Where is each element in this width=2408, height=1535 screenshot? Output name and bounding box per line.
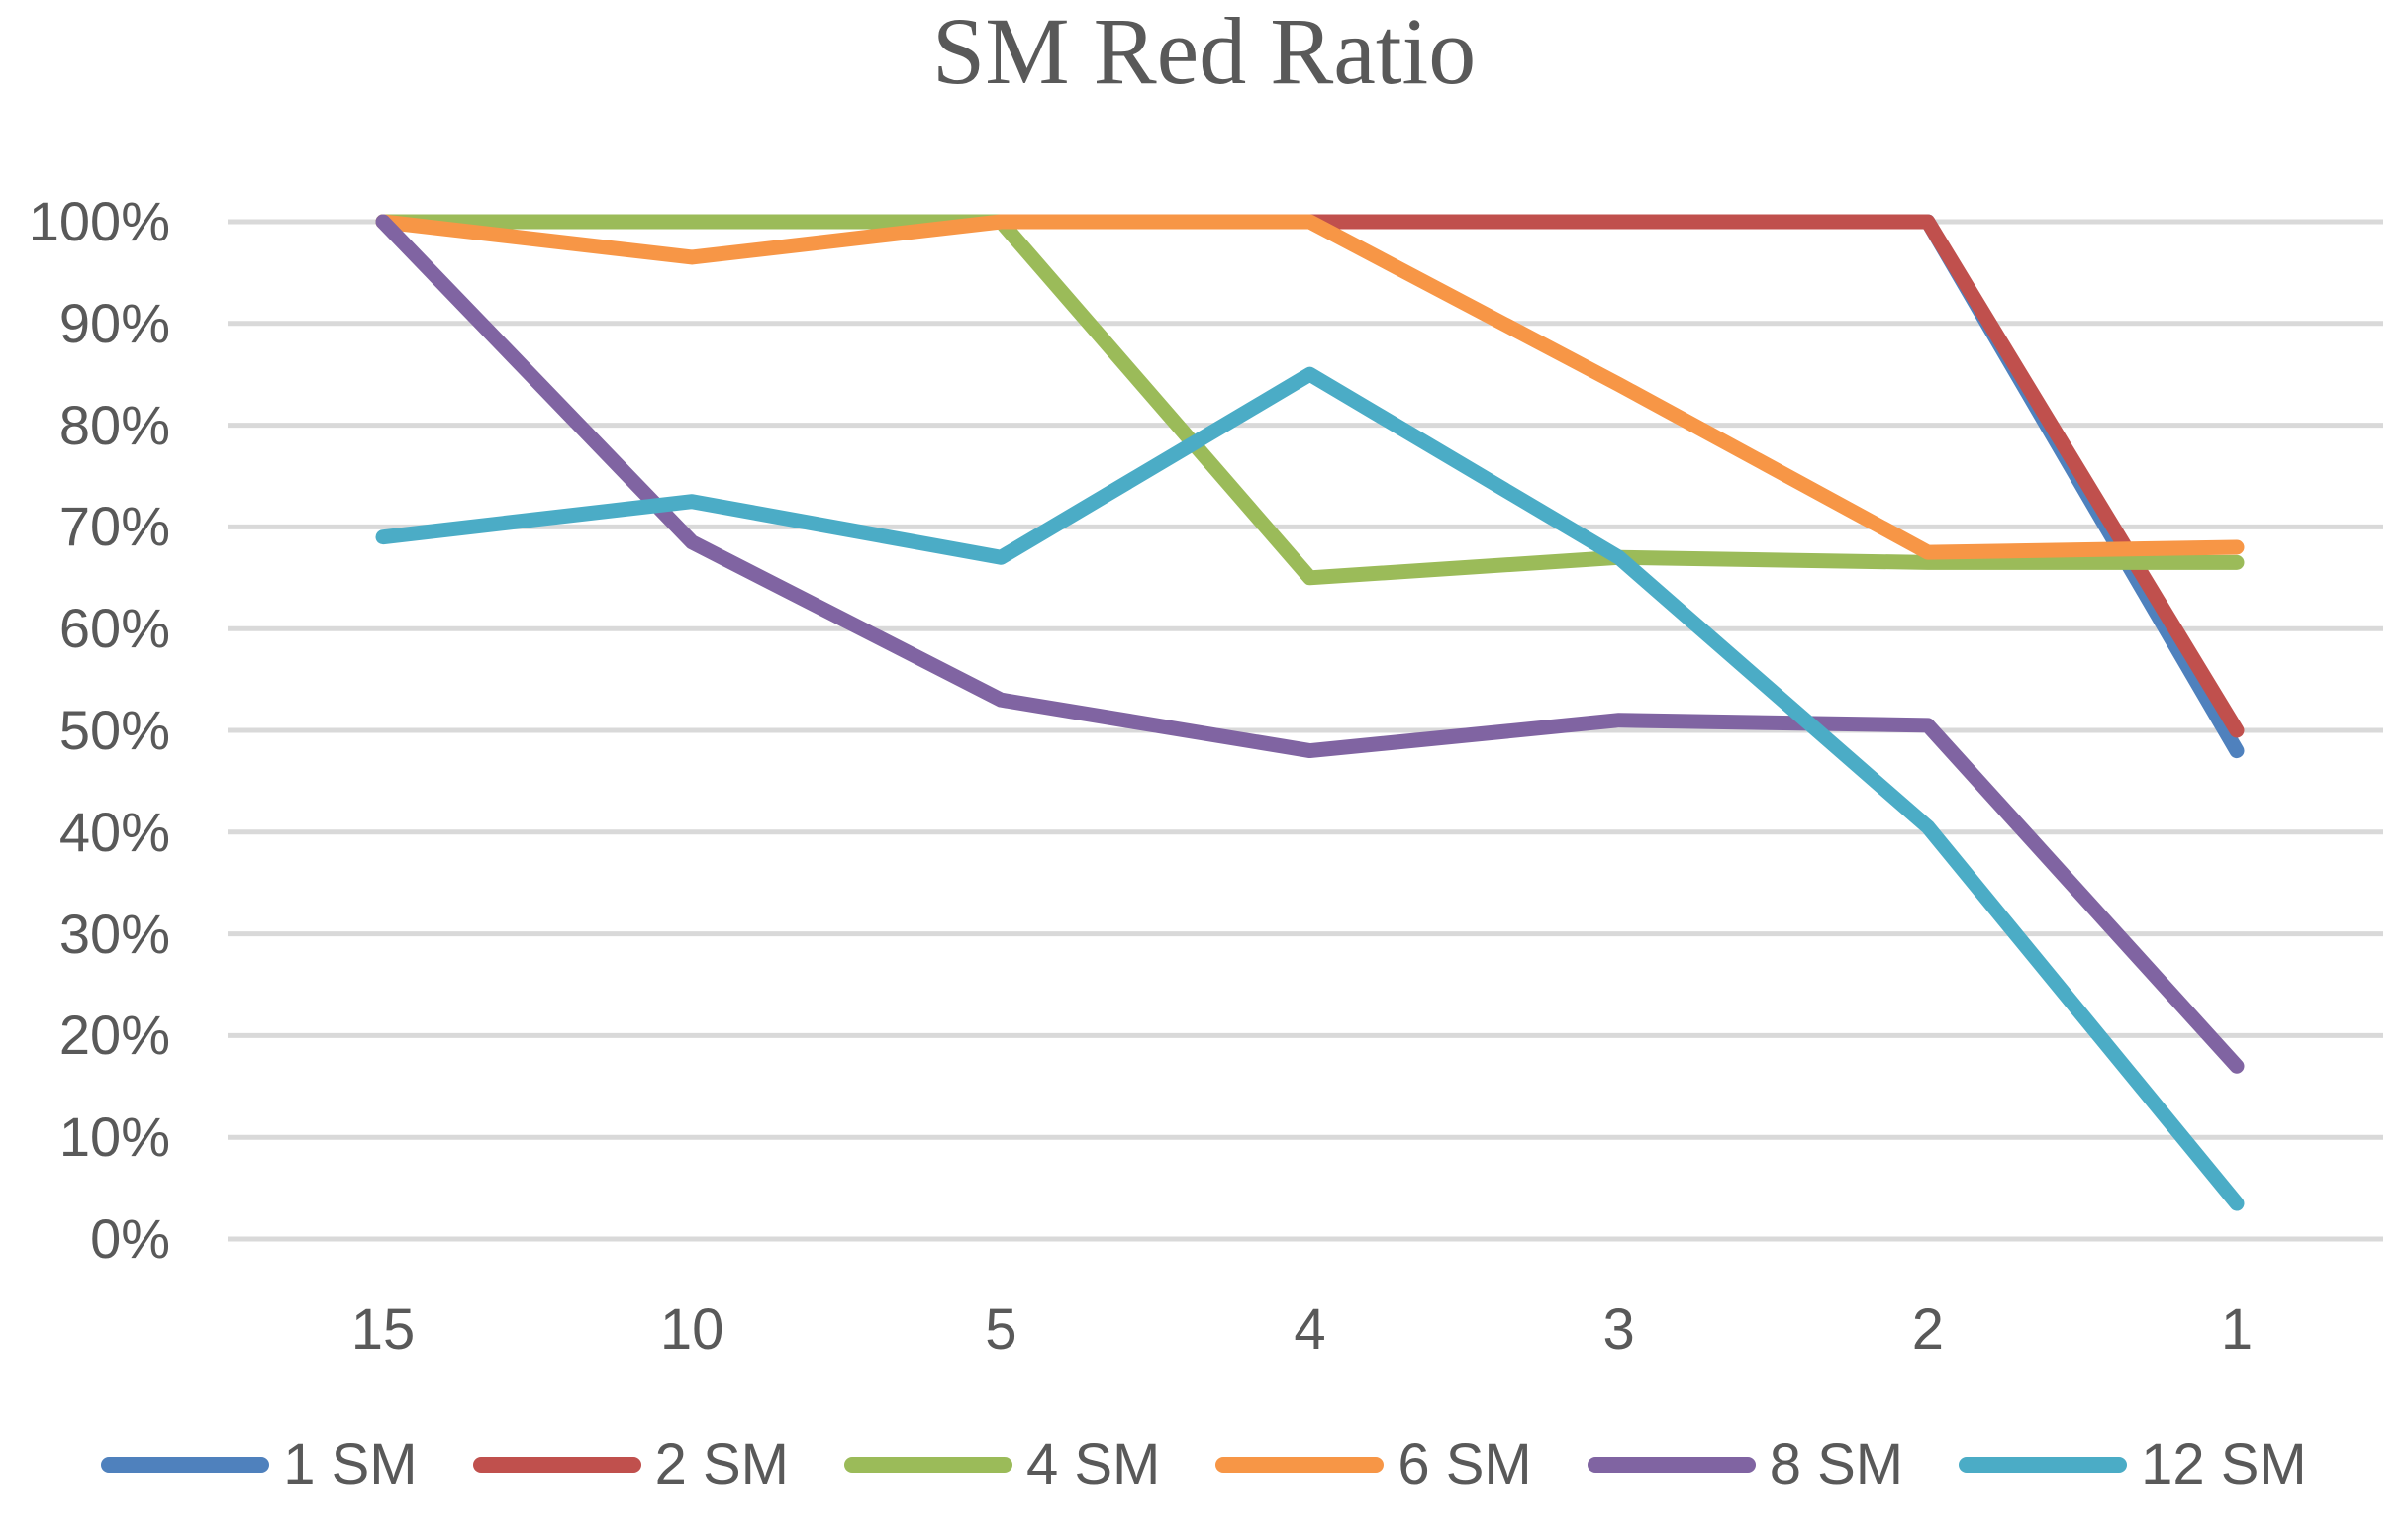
series-line-1-sm: [375, 214, 2245, 759]
series-line-12-sm: [375, 366, 2245, 1211]
y-axis-label: 90%: [58, 291, 170, 354]
y-axis-label: 0%: [90, 1207, 170, 1270]
series-line-4-sm: [375, 214, 2245, 586]
y-axis-label: 60%: [58, 597, 170, 660]
series-line-8-sm: [375, 214, 2245, 1074]
legend: 1 SM 2 SM 4 SM 6 SM 8 SM 12 SM: [0, 1433, 2408, 1496]
x-axis-label: 15: [350, 1297, 416, 1362]
chart-title: SM Red Ratio: [931, 0, 1477, 104]
legend-label: 4 SM: [1025, 1432, 1161, 1496]
y-axis-label: 20%: [58, 1004, 170, 1067]
legend-label: 6 SM: [1397, 1432, 1532, 1496]
legend-swatch: [472, 1456, 641, 1473]
y-axis-label: 40%: [58, 800, 170, 863]
legend-label: 1 SM: [283, 1432, 418, 1496]
legend-item-12-sm: 12 SM: [1959, 1433, 2307, 1496]
y-axis-label: 70%: [58, 495, 170, 558]
y-axis-label: 100%: [28, 190, 170, 252]
legend-swatch: [1587, 1456, 1756, 1473]
legend-item-6-sm: 6 SM: [1215, 1432, 1532, 1496]
x-axis-label: 3: [1602, 1297, 1635, 1362]
x-axis-label: 2: [1911, 1297, 1944, 1362]
y-axis-label: 10%: [58, 1105, 170, 1169]
series-line-6-sm: [375, 214, 2245, 560]
legend-label: 12 SM: [2141, 1432, 2307, 1496]
legend-label: 2 SM: [654, 1432, 789, 1496]
x-axis-label: 5: [985, 1297, 1017, 1362]
legend-item-8-sm: 8 SM: [1587, 1432, 1904, 1496]
y-axis-label: 30%: [58, 902, 170, 965]
y-axis-label: 80%: [58, 393, 170, 456]
legend-swatch: [101, 1456, 270, 1473]
legend-label: 8 SM: [1769, 1432, 1904, 1496]
x-axis-label: 4: [1294, 1297, 1326, 1362]
legend-swatch: [1959, 1456, 2128, 1473]
legend-item-2-sm: 2 SM: [472, 1432, 789, 1496]
legend-swatch: [1215, 1456, 1385, 1473]
y-axis-label: 50%: [58, 699, 170, 761]
legend-swatch: [843, 1456, 1012, 1473]
series-line-2-sm: [375, 214, 2245, 738]
legend-item-1-sm: 1 SM: [101, 1432, 418, 1496]
x-axis-label: 10: [659, 1297, 724, 1362]
x-axis-label: 1: [2220, 1297, 2254, 1362]
legend-item-4-sm: 4 SM: [843, 1432, 1161, 1496]
